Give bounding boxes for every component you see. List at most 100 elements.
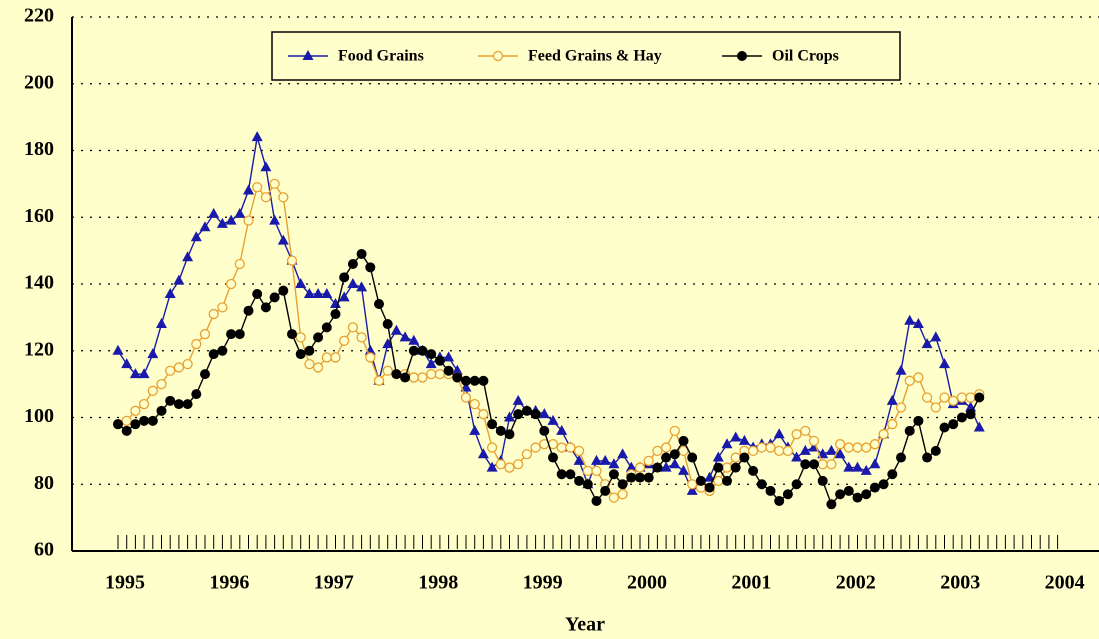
- marker: [243, 184, 254, 195]
- marker: [774, 495, 785, 506]
- marker: [338, 291, 350, 302]
- x-axis-label: Year: [565, 614, 605, 636]
- marker: [504, 429, 515, 440]
- marker: [869, 439, 881, 450]
- marker: [504, 411, 515, 422]
- marker: [138, 368, 150, 379]
- marker: [243, 305, 254, 316]
- marker: [547, 414, 559, 425]
- marker: [791, 451, 803, 462]
- marker: [669, 458, 681, 469]
- marker: [287, 329, 297, 340]
- marker: [487, 419, 498, 430]
- marker: [530, 442, 541, 453]
- marker: [538, 408, 550, 419]
- marker: [799, 444, 811, 455]
- marker: [765, 442, 776, 453]
- marker: [399, 331, 411, 342]
- marker: [278, 192, 289, 203]
- marker: [565, 442, 576, 453]
- marker: [565, 469, 576, 480]
- marker: [191, 389, 202, 400]
- marker: [478, 409, 489, 420]
- marker: [739, 452, 750, 463]
- marker: [721, 438, 733, 449]
- marker: [608, 492, 620, 503]
- marker: [304, 345, 315, 356]
- marker: [904, 375, 915, 386]
- y-tick-label: 80: [34, 472, 54, 494]
- marker: [817, 459, 828, 470]
- marker: [652, 462, 663, 473]
- marker: [382, 365, 393, 376]
- marker: [199, 221, 211, 232]
- marker: [687, 479, 698, 490]
- marker: [939, 422, 950, 433]
- marker: [948, 395, 959, 406]
- marker: [521, 449, 533, 460]
- marker: [365, 262, 376, 273]
- marker: [869, 458, 881, 469]
- marker: [477, 448, 489, 459]
- marker: [712, 451, 724, 462]
- marker: [643, 472, 654, 483]
- marker: [660, 461, 672, 472]
- marker: [608, 458, 620, 469]
- x-tick-label: 1999: [523, 572, 563, 594]
- y-tick-label: 220: [24, 5, 54, 27]
- marker: [252, 182, 263, 193]
- marker: [973, 421, 985, 432]
- marker: [904, 425, 915, 436]
- x-tick-label: 2002: [836, 572, 876, 594]
- marker: [599, 454, 611, 465]
- marker: [417, 345, 428, 356]
- marker: [895, 402, 907, 413]
- y-tick-label: 60: [34, 539, 54, 561]
- marker: [469, 424, 481, 435]
- marker: [130, 405, 141, 416]
- marker: [896, 452, 906, 463]
- marker: [782, 445, 794, 457]
- marker: [173, 362, 185, 373]
- marker: [182, 399, 193, 410]
- y-tick-label: 180: [24, 138, 54, 160]
- marker: [721, 462, 733, 473]
- marker: [400, 372, 411, 383]
- x-tick-label: 1997: [314, 572, 354, 594]
- marker: [295, 332, 306, 343]
- x-tick-label: 2001: [731, 572, 771, 594]
- marker: [356, 248, 367, 259]
- marker: [860, 464, 872, 475]
- marker: [330, 352, 341, 363]
- marker: [548, 452, 558, 463]
- marker: [617, 448, 629, 459]
- marker: [843, 442, 854, 453]
- marker: [878, 429, 889, 440]
- marker: [608, 469, 619, 480]
- marker: [756, 442, 767, 453]
- marker: [173, 274, 185, 285]
- marker: [173, 399, 184, 410]
- marker: [269, 178, 280, 190]
- marker: [573, 445, 585, 457]
- marker: [912, 318, 924, 329]
- x-tick-label: 1996: [209, 572, 249, 594]
- marker: [913, 372, 924, 383]
- marker: [260, 161, 272, 172]
- marker: [513, 409, 524, 420]
- marker: [191, 338, 202, 350]
- marker: [356, 332, 367, 343]
- marker: [321, 288, 333, 299]
- marker: [129, 368, 141, 379]
- marker: [730, 462, 741, 473]
- marker: [852, 461, 863, 472]
- marker: [356, 281, 368, 292]
- marker: [974, 392, 985, 403]
- marker: [930, 402, 941, 413]
- marker: [678, 435, 689, 446]
- legend-label: Feed Grains & Hay: [528, 48, 662, 65]
- marker: [347, 258, 358, 269]
- marker: [765, 485, 776, 496]
- marker: [382, 338, 394, 349]
- series-line: [117, 252, 980, 506]
